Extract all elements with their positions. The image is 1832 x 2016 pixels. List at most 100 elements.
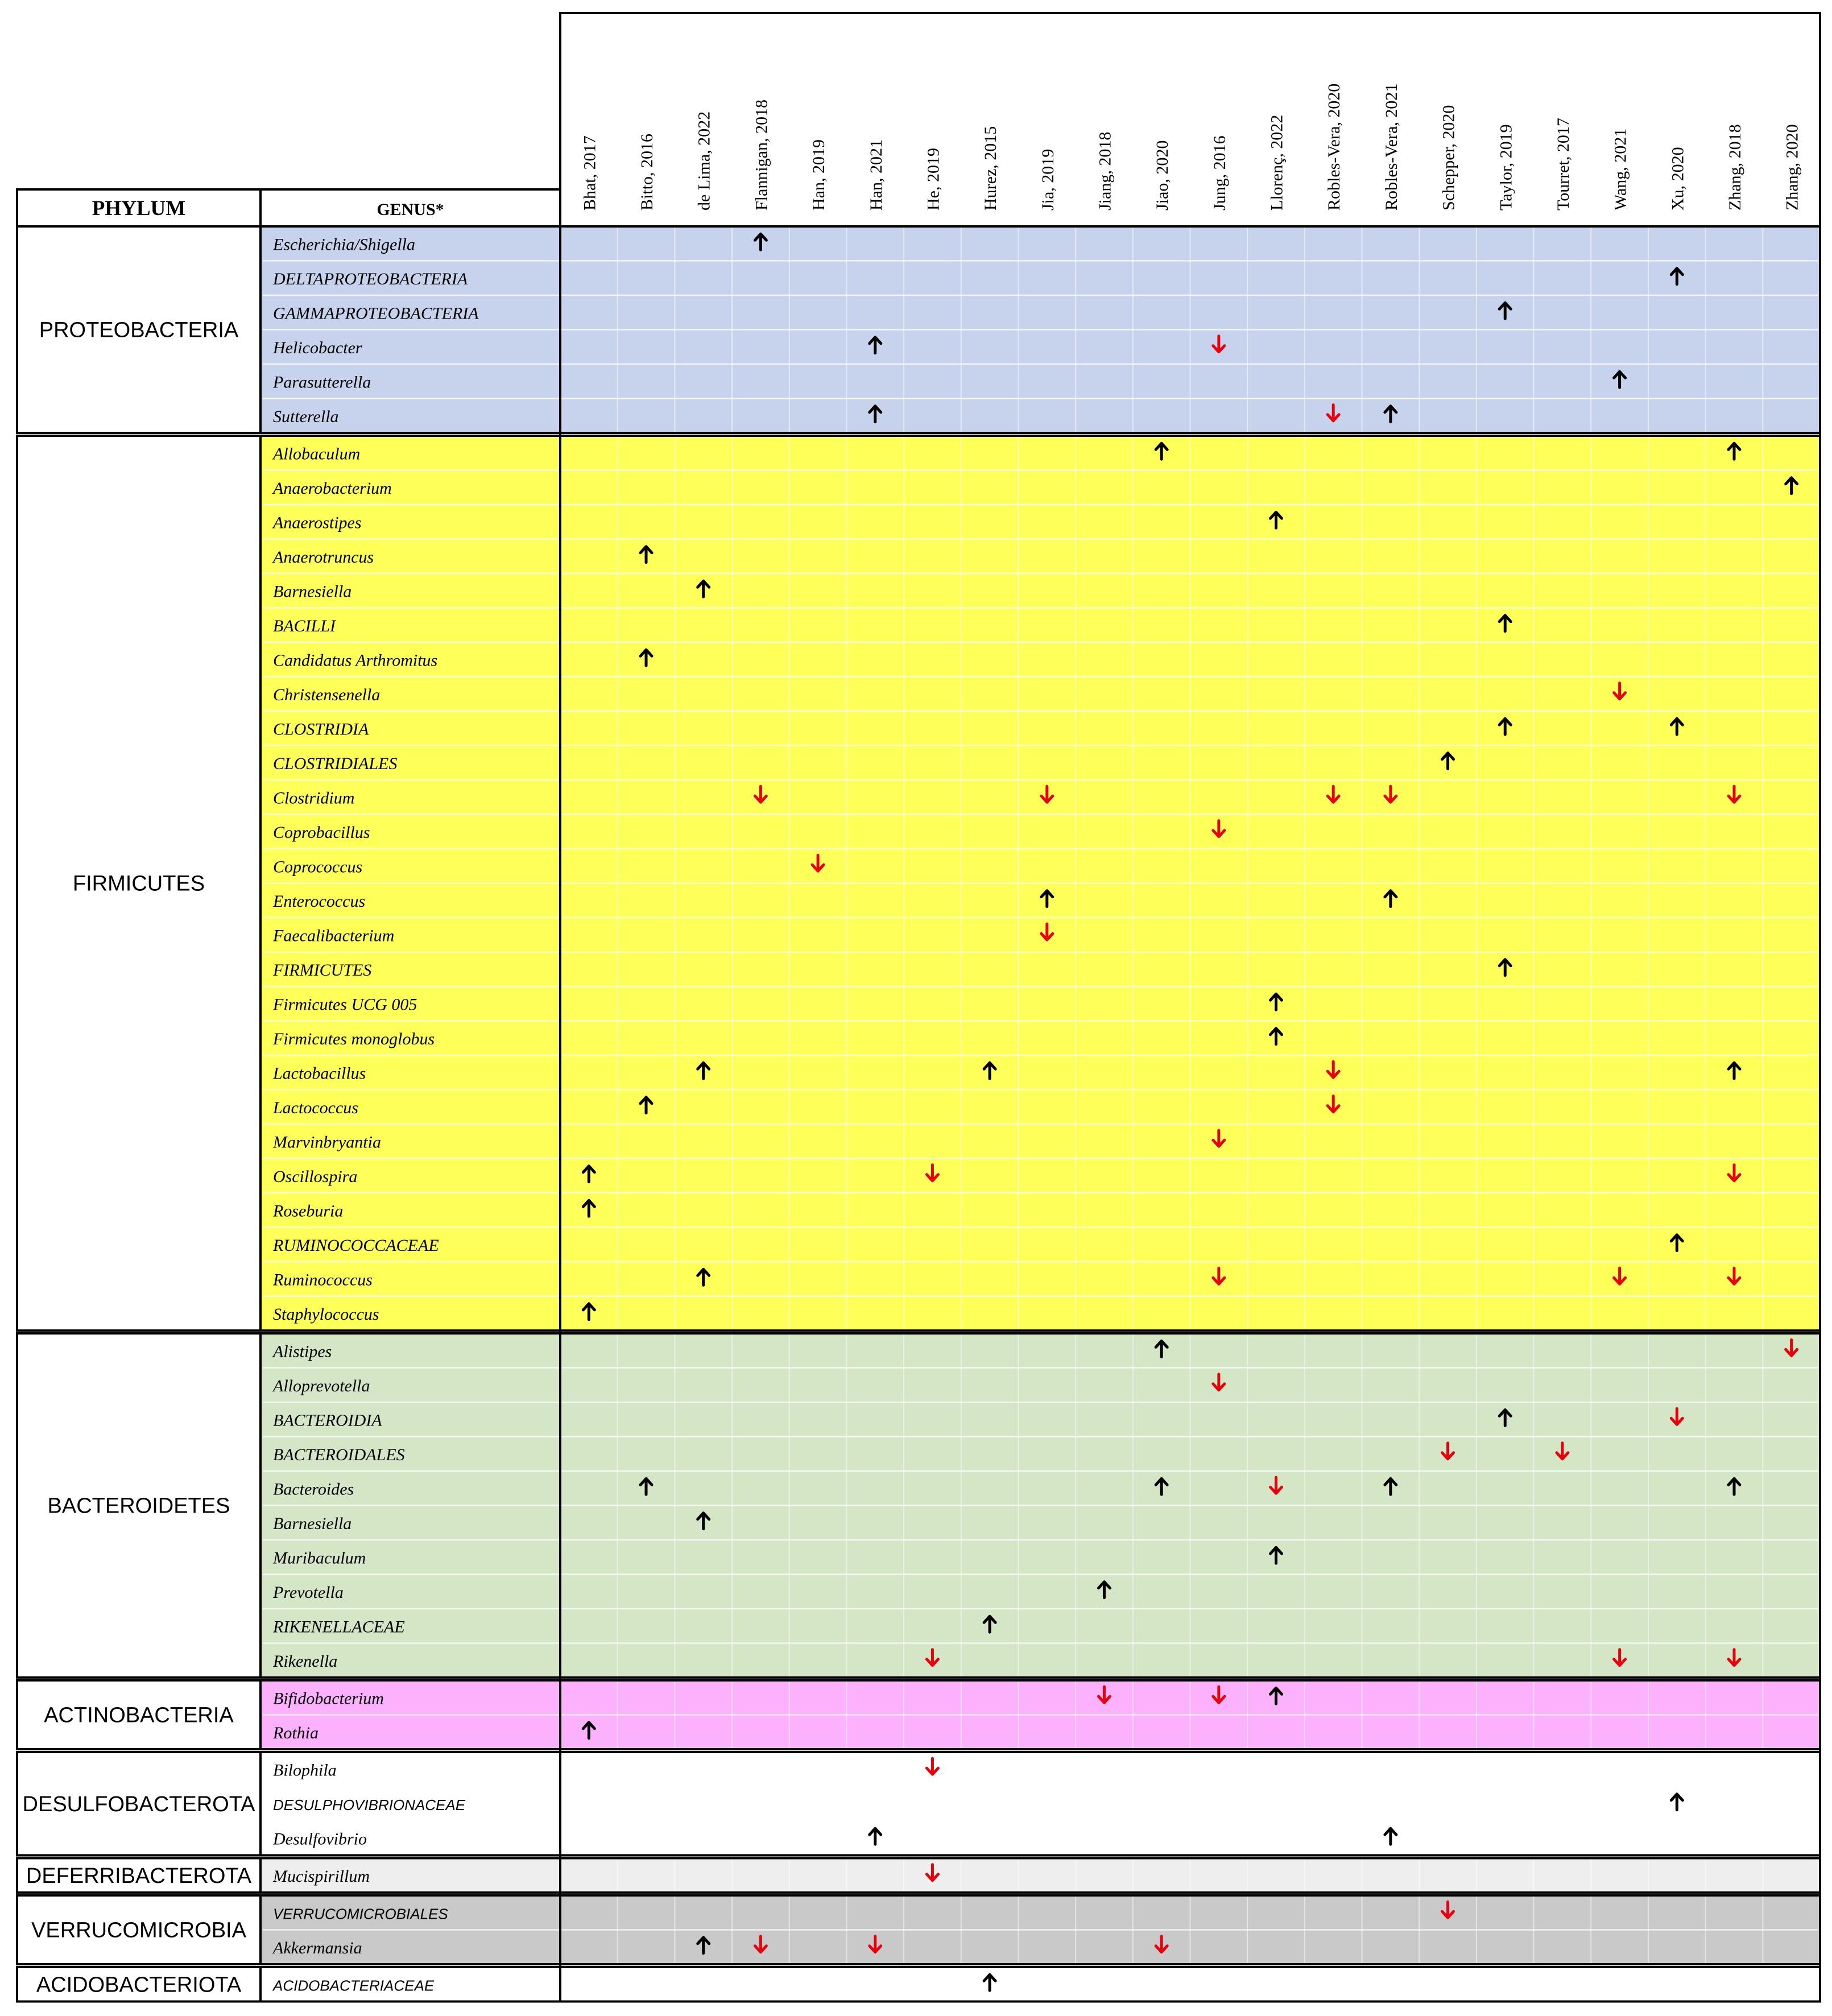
arrow-down-icon [1154, 1935, 1169, 1954]
arrow-down-icon [1555, 1441, 1570, 1461]
study-label: Jia, 2019 [1039, 149, 1057, 210]
phylum-header: PHYLUM [92, 197, 185, 220]
arrow-up-icon [639, 545, 654, 564]
arrow-down-icon [1727, 784, 1742, 804]
arrow-down-icon [925, 1757, 940, 1776]
genus-label: Parasutterella [272, 373, 371, 391]
arrow-up-icon [1154, 441, 1169, 461]
study-label: Han, 2021 [867, 139, 886, 210]
arrow-up-icon [1727, 1477, 1742, 1496]
genus-label: Rothia [272, 1724, 319, 1742]
arrow-up-icon [696, 579, 711, 598]
arrow-up-icon [1269, 1546, 1284, 1565]
arrow-up-icon [1498, 717, 1512, 736]
arrow-up-icon [1727, 441, 1742, 461]
study-label: Robles-Vera, 2020 [1325, 84, 1343, 210]
genus-label: Anaerotruncus [272, 548, 374, 567]
genus-label: Alloprevotella [272, 1377, 370, 1395]
arrow-up-icon [639, 1096, 654, 1115]
genus-label: Barnesiella [273, 582, 351, 601]
genus-label: ACIDOBACTERIACEAE [272, 1977, 435, 1994]
genus-label: Anaerostipes [272, 513, 362, 532]
arrow-down-icon [925, 1863, 940, 1882]
arrow-up-icon [1498, 1408, 1512, 1427]
genus-label: Firmicutes monoglobus [272, 1030, 435, 1048]
arrow-up-icon [868, 1827, 883, 1846]
study-label: Llorenç, 2022 [1268, 115, 1287, 210]
genus-label: BACILLI [273, 617, 337, 635]
arrow-up-icon [1498, 301, 1512, 320]
arrow-up-icon [1441, 751, 1455, 771]
study-label: de Lima, 2022 [695, 111, 714, 210]
phylum-label: ACTINOBACTERIA [44, 1704, 234, 1728]
genus-label: Candidatus Arthromitus [273, 651, 437, 670]
arrow-up-icon [581, 1164, 596, 1184]
arrow-down-icon [1211, 1685, 1226, 1704]
arrow-up-icon [1669, 1792, 1684, 1812]
arrow-up-icon [1040, 889, 1054, 908]
arrow-down-icon [1612, 1648, 1627, 1667]
arrow-down-icon [1211, 1266, 1226, 1286]
arrow-up-icon [1727, 1061, 1742, 1080]
study-label: Bitto, 2016 [638, 134, 656, 210]
frame-verrucomicrobia [16, 1894, 1821, 1965]
genus-label: GAMMAPROTEOBACTERIA [273, 304, 479, 323]
arrow-up-icon [581, 1199, 596, 1218]
study-label: Zhang, 2018 [1726, 124, 1744, 210]
frame-firmicutes [16, 435, 1821, 1332]
arrow-up-icon [639, 648, 654, 667]
genus-label: DELTAPROTEOBACTERIA [272, 270, 468, 288]
arrow-up-icon [1383, 404, 1398, 424]
study-label: Robles-Vera, 2021 [1382, 84, 1401, 210]
arrow-down-icon [925, 1648, 940, 1667]
arrow-up-icon [1154, 1339, 1169, 1358]
genus-label: Firmicutes UCG 005 [272, 995, 417, 1014]
arrow-down-icon [925, 1163, 940, 1183]
study-label: Zhang, 2020 [1783, 124, 1802, 210]
phylum-label: BACTEROIDETES [48, 1494, 230, 1518]
study-label: Hurez, 2015 [981, 126, 1000, 210]
genus-label: RIKENELLACEAE [272, 1617, 405, 1636]
arrow-up-icon [581, 1302, 596, 1321]
genus-label: Sutterella [273, 407, 339, 426]
genus-label: Anaerobacterium [272, 479, 392, 498]
arrow-down-icon [753, 784, 768, 804]
genus-label: Faecalibacterium [272, 926, 394, 945]
study-label: Jung, 2016 [1210, 135, 1229, 210]
frame-bacteroidetes [16, 1332, 1821, 1679]
genus-label: Akkermansia [272, 1939, 362, 1957]
arrow-up-icon [1383, 889, 1398, 908]
frame-desulfobacterota [16, 1751, 1821, 1857]
arrow-down-icon [1097, 1685, 1111, 1704]
genus-label: Alistipes [272, 1342, 332, 1361]
arrow-up-icon [1784, 476, 1799, 495]
phylum-label: ACIDOBACTERIOTA [36, 1973, 242, 1997]
genus-label: Coprococcus [273, 857, 362, 876]
phylum-label: VERRUCOMICROBIA [31, 1919, 247, 1943]
phylum-label: FIRMICUTES [73, 872, 205, 896]
genus-label: Marvinbryantia [272, 1133, 381, 1151]
arrow-up-icon [581, 1721, 596, 1740]
study-label: Taylor, 2019 [1496, 124, 1515, 210]
arrow-up-icon [696, 1061, 711, 1080]
band-desulfobacterota [260, 1752, 1820, 1856]
phylum-label: DESULFOBACTEROTA [23, 1792, 256, 1816]
genus-label: Roseburia [272, 1201, 343, 1220]
genus-label: Clostridium [273, 788, 354, 807]
arrow-up-icon [1669, 1233, 1684, 1253]
study-label: Flannigan, 2018 [752, 100, 771, 210]
genus-label: Desulfovibrio [272, 1829, 367, 1848]
arrow-up-icon [1669, 717, 1684, 736]
arrow-up-icon [1498, 614, 1512, 633]
study-label: Jiao, 2020 [1153, 141, 1172, 210]
arrow-down-icon [1211, 1373, 1226, 1392]
arrow-up-icon [1154, 1477, 1169, 1496]
arrow-down-icon [1326, 403, 1341, 423]
arrow-down-icon [868, 1935, 883, 1954]
arrow-up-icon [696, 1511, 711, 1531]
study-label: Tourret, 2017 [1554, 118, 1573, 210]
genus-label: Helicobacter [272, 338, 362, 357]
genus-label: Staphylococcus [273, 1305, 379, 1324]
arrow-up-icon [696, 1267, 711, 1287]
